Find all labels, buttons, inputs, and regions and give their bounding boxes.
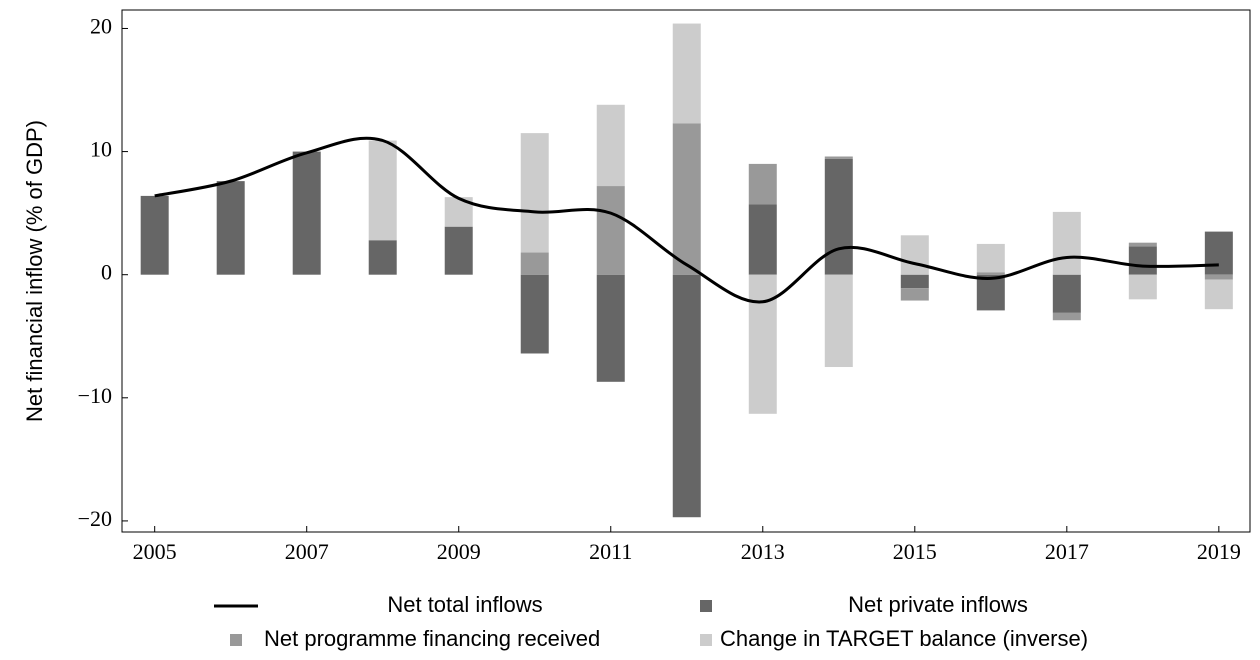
bar: [1128, 274, 1157, 300]
bar: [1052, 312, 1081, 321]
bar: [520, 274, 549, 354]
bar: [748, 204, 777, 275]
line: [154, 136, 1219, 304]
bar: [140, 195, 169, 275]
legend-label: Net total inflows: [387, 592, 542, 617]
bar: [596, 104, 625, 187]
y-axis-label: Net financial inflow (% of GDP): [22, 120, 47, 422]
legend-swatch: [700, 634, 712, 646]
bar: [1052, 274, 1081, 313]
legend-label: Net private inflows: [848, 592, 1028, 617]
x-tick-label: 2019: [1197, 539, 1241, 564]
y-tick-label: 20: [90, 14, 112, 39]
x-tick-label: 2009: [437, 539, 481, 564]
bar: [1128, 242, 1157, 247]
y-tick-label: 0: [101, 260, 112, 285]
bar: [672, 23, 701, 124]
legend-label: Change in TARGET balance (inverse): [720, 626, 1088, 651]
legend-swatch: [230, 634, 242, 646]
x-tick-label: 2005: [133, 539, 177, 564]
bar: [900, 235, 929, 275]
legend-label: Net programme financing received: [264, 626, 600, 651]
bar: [900, 274, 929, 289]
y-tick-label: −20: [78, 506, 112, 531]
bar: [900, 288, 929, 301]
y-tick-label: −10: [78, 383, 112, 408]
x-tick-label: 2015: [893, 539, 937, 564]
bar: [292, 151, 321, 275]
bar: [1204, 274, 1233, 280]
bar: [1204, 231, 1233, 275]
bar: [672, 123, 701, 275]
bar: [748, 274, 777, 414]
y-tick-label: 10: [90, 137, 112, 162]
x-tick-label: 2013: [741, 539, 785, 564]
bar: [1052, 211, 1081, 275]
bar: [824, 156, 853, 159]
bar: [672, 274, 701, 518]
bar: [368, 240, 397, 275]
bar: [520, 252, 549, 275]
bar: [976, 274, 1005, 311]
bar: [748, 163, 777, 205]
x-tick-label: 2017: [1045, 539, 1089, 564]
bar: [824, 158, 853, 275]
bar: [520, 133, 549, 253]
x-tick-label: 2007: [285, 539, 329, 564]
bar: [976, 272, 1005, 275]
bar: [444, 226, 473, 275]
legend-swatch: [700, 600, 712, 612]
bar: [596, 274, 625, 382]
bar: [596, 186, 625, 275]
bar: [824, 274, 853, 368]
plot-frame: [121, 9, 1251, 533]
bar: [368, 140, 397, 241]
bar: [976, 243, 1005, 273]
bar: [1128, 246, 1157, 275]
bar: [216, 181, 245, 275]
x-tick-label: 2011: [589, 539, 632, 564]
bar: [1204, 279, 1233, 310]
